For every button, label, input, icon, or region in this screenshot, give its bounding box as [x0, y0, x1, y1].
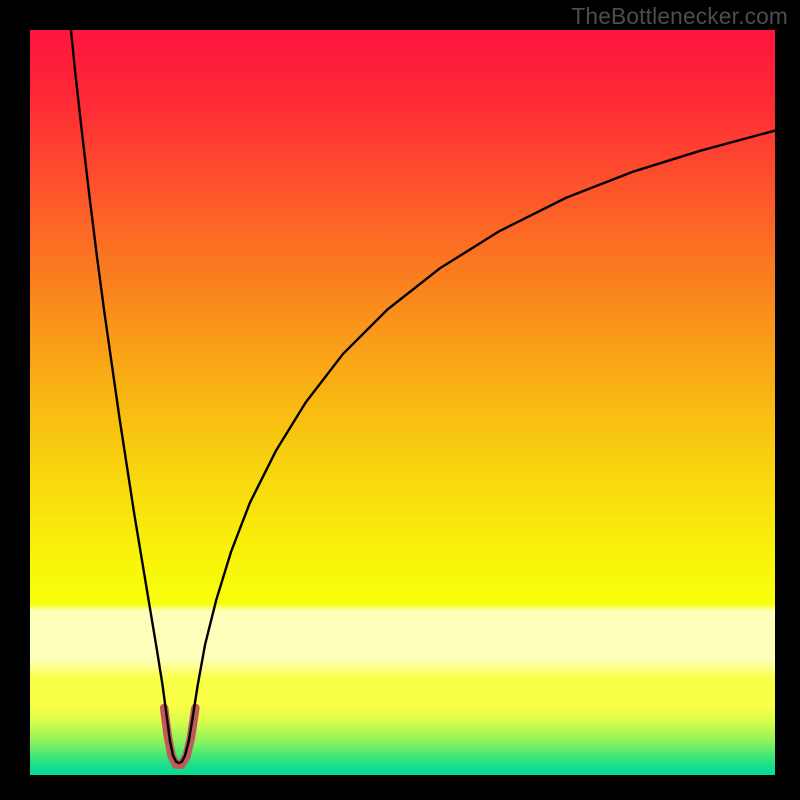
gradient-background: [30, 30, 775, 775]
plot-area: [30, 30, 775, 775]
watermark-text: TheBottlenecker.com: [571, 3, 788, 30]
plot-svg: [30, 30, 775, 775]
